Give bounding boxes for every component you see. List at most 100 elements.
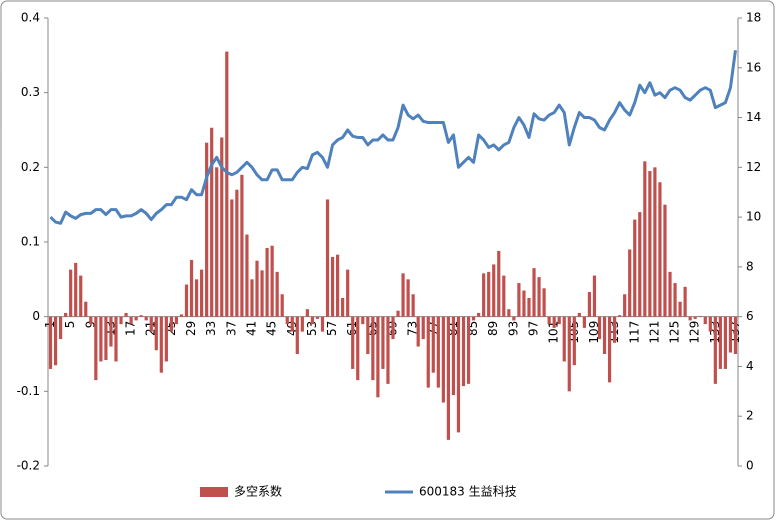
bar	[416, 316, 420, 347]
x-tick-label: 121	[647, 321, 661, 344]
bar	[658, 182, 662, 317]
bar	[703, 316, 707, 325]
legend-label: 多空系数	[234, 484, 282, 499]
bar	[471, 316, 476, 321]
bar	[567, 316, 571, 392]
bar	[315, 316, 320, 319]
bar	[275, 271, 279, 317]
bar	[693, 316, 697, 319]
bar	[295, 316, 299, 354]
bar	[114, 316, 118, 362]
bar	[562, 316, 566, 362]
bar	[144, 316, 148, 321]
bar	[139, 315, 143, 317]
bar	[74, 262, 78, 317]
bar	[381, 316, 385, 369]
bar	[482, 273, 486, 317]
bar	[411, 294, 415, 317]
bar	[426, 316, 430, 388]
bar	[497, 250, 501, 317]
bar	[577, 312, 581, 317]
bar	[235, 189, 239, 317]
bar	[517, 283, 521, 317]
bar	[542, 288, 546, 317]
bar	[376, 316, 380, 398]
bar	[537, 277, 541, 317]
bar	[673, 283, 677, 317]
bar	[668, 271, 672, 317]
x-tick-label: 125	[668, 321, 682, 344]
bar	[456, 316, 461, 433]
bar	[305, 309, 309, 317]
bar	[683, 286, 687, 317]
x-tick-label: 101	[547, 321, 561, 344]
bar	[431, 316, 435, 373]
bar	[79, 275, 83, 317]
y-tick-label: 0	[32, 309, 40, 323]
bar	[371, 316, 375, 381]
bar	[335, 254, 340, 317]
bar	[582, 316, 586, 328]
bar	[607, 316, 612, 383]
y2-tick-label: 10	[746, 210, 761, 224]
y2-tick-label: 14	[746, 110, 761, 124]
bar	[89, 316, 93, 325]
x-tick-label: 97	[527, 321, 541, 336]
bar	[718, 316, 722, 369]
bar	[356, 316, 360, 381]
bar	[401, 273, 405, 317]
y2-tick-label: 8	[746, 259, 754, 273]
bar	[728, 316, 733, 353]
bar	[592, 275, 597, 317]
bar	[587, 292, 592, 317]
bar	[602, 316, 607, 354]
bar	[648, 171, 652, 317]
bar	[633, 219, 637, 317]
y-tick-label: 0.3	[21, 85, 40, 99]
bar	[255, 260, 259, 317]
bar	[200, 269, 204, 317]
bar	[466, 316, 471, 384]
bar	[104, 316, 108, 360]
x-tick-label: 129	[688, 321, 702, 344]
bar	[618, 315, 622, 317]
bar	[109, 316, 113, 347]
bar	[149, 316, 153, 332]
bar	[557, 316, 561, 325]
bar	[446, 316, 451, 440]
bar	[245, 234, 249, 317]
bar	[512, 316, 516, 321]
bar	[396, 310, 400, 317]
bar	[205, 142, 209, 317]
bar	[552, 316, 556, 328]
bar	[330, 256, 335, 317]
y-tick-label: 0.1	[21, 235, 40, 249]
bar	[58, 316, 63, 340]
bar	[527, 298, 531, 317]
bar	[713, 316, 717, 384]
y2-tick-label: 6	[746, 309, 754, 323]
bar	[260, 270, 264, 317]
legend-label: 600183 生益科技	[419, 485, 517, 499]
x-tick-label: 73	[406, 321, 420, 336]
x-tick-label: 33	[204, 321, 218, 336]
bar	[532, 268, 536, 317]
bar	[53, 316, 58, 366]
bar	[733, 316, 738, 354]
bar	[341, 298, 345, 317]
bar	[300, 316, 304, 332]
bar	[310, 316, 315, 325]
bar	[194, 279, 199, 317]
bar	[64, 312, 68, 317]
bar	[285, 316, 289, 325]
x-tick-label: 45	[265, 321, 279, 336]
bar	[678, 301, 682, 317]
bar	[270, 245, 274, 317]
bar	[119, 316, 123, 325]
bar	[653, 167, 657, 317]
bar	[230, 199, 234, 317]
bar	[361, 316, 365, 325]
line	[49, 50, 737, 225]
x-tick-label: 5	[63, 321, 77, 329]
bar	[164, 316, 168, 362]
